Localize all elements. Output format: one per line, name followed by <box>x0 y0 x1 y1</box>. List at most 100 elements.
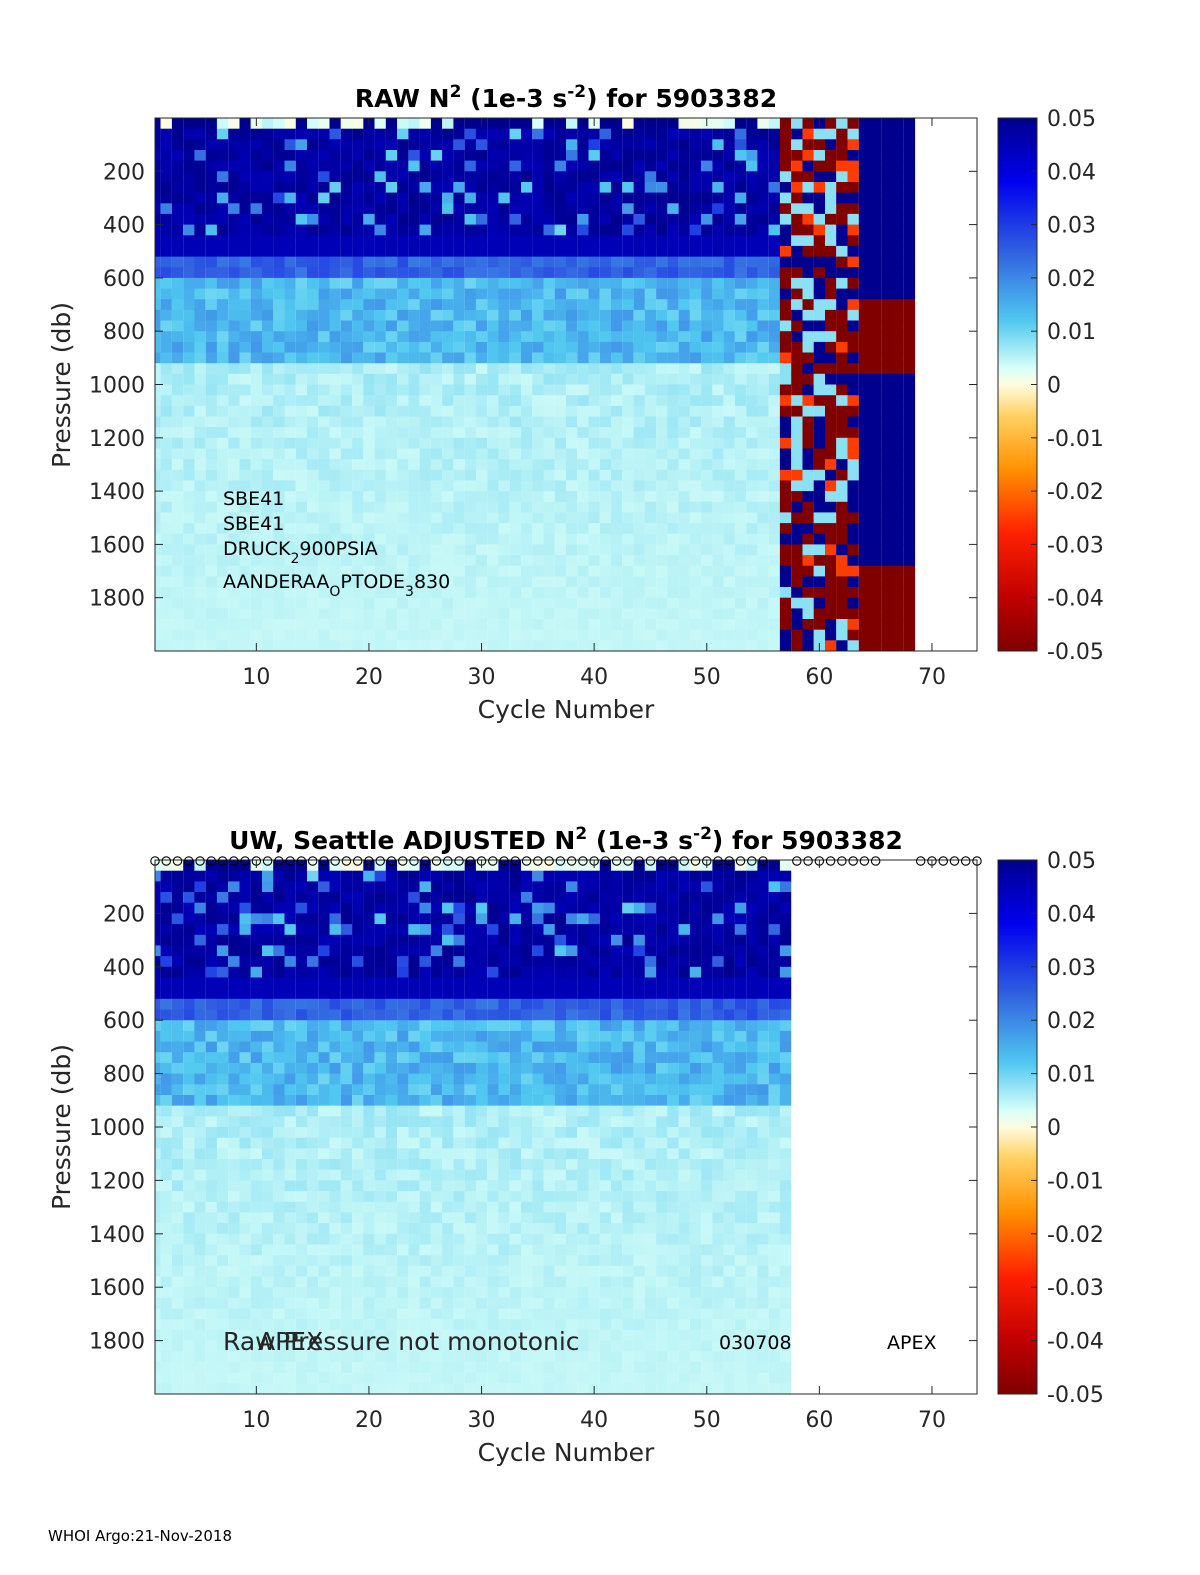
heatmap-cell <box>216 128 229 140</box>
heatmap-cell <box>183 139 195 151</box>
heatmap-cell <box>858 597 871 609</box>
heatmap-cell <box>408 1223 420 1235</box>
heatmap-cell <box>566 160 578 172</box>
heatmap-cell <box>408 341 420 354</box>
heatmap-cell <box>363 224 375 236</box>
heatmap-cell <box>262 245 274 258</box>
heatmap-cell <box>689 533 702 545</box>
heatmap-cell <box>239 902 251 914</box>
heatmap-cell <box>475 277 488 290</box>
heatmap-cell <box>295 395 308 407</box>
heatmap-cell <box>340 491 353 503</box>
heatmap-cell <box>419 629 431 641</box>
heatmap-cell <box>307 363 319 375</box>
heatmap-cell <box>329 363 341 375</box>
heatmap-cell <box>183 1137 195 1149</box>
heatmap-cell <box>622 373 634 385</box>
heatmap-cell <box>171 267 184 279</box>
heatmap-cell <box>239 892 251 904</box>
heatmap-cell <box>532 256 544 268</box>
heatmap-cell <box>228 459 240 471</box>
heatmap-cell <box>284 1329 296 1342</box>
heatmap-cell <box>216 1319 229 1331</box>
heatmap-cell <box>205 224 217 236</box>
heatmap-cell <box>419 1148 431 1160</box>
heatmap-cell <box>408 1372 420 1384</box>
heatmap-cell <box>228 629 240 641</box>
heatmap-cell <box>250 1276 262 1288</box>
heatmap-cell <box>825 363 837 375</box>
heatmap-cell <box>453 235 465 247</box>
heatmap-cell <box>307 1244 319 1256</box>
heatmap-cell <box>712 203 724 215</box>
heatmap-cell <box>216 437 229 449</box>
heatmap-cell <box>487 139 499 151</box>
heatmap-cell <box>318 1362 330 1374</box>
heatmap-cell <box>340 1287 353 1299</box>
heatmap-cell <box>284 1212 296 1224</box>
heatmap-cell <box>250 1148 262 1160</box>
heatmap-cell <box>228 235 240 247</box>
heatmap-cell <box>622 224 634 236</box>
heatmap-cell <box>318 363 330 375</box>
heatmap-cell <box>543 533 555 545</box>
heatmap-cell <box>903 171 916 183</box>
heatmap-cell <box>566 480 578 492</box>
heatmap-cell <box>903 544 916 556</box>
heatmap-cell <box>802 352 814 364</box>
heatmap-cell <box>307 1030 319 1043</box>
heatmap-cell <box>453 587 465 599</box>
heatmap-cell <box>566 150 578 162</box>
heatmap-cell <box>430 288 443 300</box>
heatmap-cell <box>205 1297 217 1310</box>
heatmap-cell <box>160 341 172 354</box>
heatmap-cell <box>160 245 172 258</box>
heatmap-cell <box>205 998 217 1010</box>
heatmap-cell <box>397 1084 409 1096</box>
heatmap-cell <box>566 565 578 577</box>
heatmap-cell <box>577 405 589 417</box>
heatmap-cell <box>352 171 364 183</box>
heatmap-cell <box>216 608 229 620</box>
heatmap-cell <box>171 1116 184 1128</box>
heatmap-cell <box>205 405 217 417</box>
heatmap-cell <box>295 213 308 226</box>
heatmap-cell <box>228 1030 240 1043</box>
heatmap-cell <box>577 277 589 290</box>
heatmap-cell <box>543 203 555 215</box>
heatmap-cell <box>340 1191 353 1203</box>
heatmap-cell <box>509 576 521 588</box>
heatmap-cell <box>566 288 578 300</box>
heatmap-cell <box>746 608 758 620</box>
heatmap-cell <box>588 469 600 481</box>
heatmap-cell <box>442 1159 454 1171</box>
heatmap-cell <box>385 555 398 567</box>
heatmap-cell <box>228 1009 240 1021</box>
heatmap-cell <box>442 1276 454 1288</box>
heatmap-cell <box>228 1041 240 1053</box>
heatmap-cell <box>397 299 409 311</box>
heatmap-cell <box>183 384 195 396</box>
heatmap-cell <box>532 203 544 215</box>
heatmap-cell <box>262 1030 274 1043</box>
heatmap-cell <box>464 1351 476 1363</box>
heatmap-cell <box>216 523 229 535</box>
heatmap-cell <box>194 945 206 957</box>
heatmap-cell <box>329 203 341 215</box>
heatmap-cell <box>453 1201 465 1213</box>
heatmap-cell <box>791 565 803 577</box>
heatmap-cell <box>453 331 465 343</box>
heatmap-cell <box>352 608 364 620</box>
heatmap-cell <box>205 309 217 322</box>
heatmap-cell <box>689 608 702 620</box>
heatmap-cell <box>487 924 499 936</box>
heatmap-cell <box>318 1372 330 1384</box>
heatmap-cell <box>318 245 330 258</box>
heatmap-cell <box>689 469 702 481</box>
heatmap-cell <box>374 1287 386 1299</box>
heatmap-cell <box>363 988 375 1000</box>
heatmap-cell <box>532 416 544 428</box>
heatmap-cell <box>194 1137 206 1149</box>
heatmap-cell <box>903 480 916 492</box>
heatmap-cell <box>374 437 386 449</box>
